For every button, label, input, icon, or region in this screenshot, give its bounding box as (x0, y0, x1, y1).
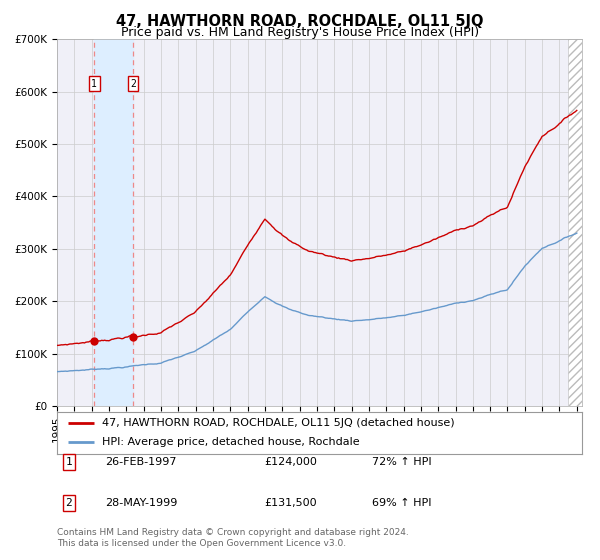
Text: Contains HM Land Registry data © Crown copyright and database right 2024.
This d: Contains HM Land Registry data © Crown c… (57, 528, 409, 548)
Polygon shape (568, 39, 582, 406)
Text: HPI: Average price, detached house, Rochdale: HPI: Average price, detached house, Roch… (101, 437, 359, 447)
Text: 69% ↑ HPI: 69% ↑ HPI (372, 498, 431, 508)
Text: 72% ↑ HPI: 72% ↑ HPI (372, 457, 431, 467)
Bar (94, 39, 133, 406)
Text: 47, HAWTHORN ROAD, ROCHDALE, OL11 5JQ (detached house): 47, HAWTHORN ROAD, ROCHDALE, OL11 5JQ (d… (101, 418, 454, 428)
Text: £131,500: £131,500 (264, 498, 317, 508)
Text: 2: 2 (130, 79, 136, 88)
Text: 2: 2 (65, 498, 73, 508)
Text: 1: 1 (65, 457, 73, 467)
Text: 26-FEB-1997: 26-FEB-1997 (105, 457, 176, 467)
Text: Price paid vs. HM Land Registry's House Price Index (HPI): Price paid vs. HM Land Registry's House … (121, 26, 479, 39)
Text: £124,000: £124,000 (264, 457, 317, 467)
Text: 1: 1 (91, 79, 97, 88)
Text: 47, HAWTHORN ROAD, ROCHDALE, OL11 5JQ: 47, HAWTHORN ROAD, ROCHDALE, OL11 5JQ (116, 14, 484, 29)
Text: 28-MAY-1999: 28-MAY-1999 (105, 498, 178, 508)
